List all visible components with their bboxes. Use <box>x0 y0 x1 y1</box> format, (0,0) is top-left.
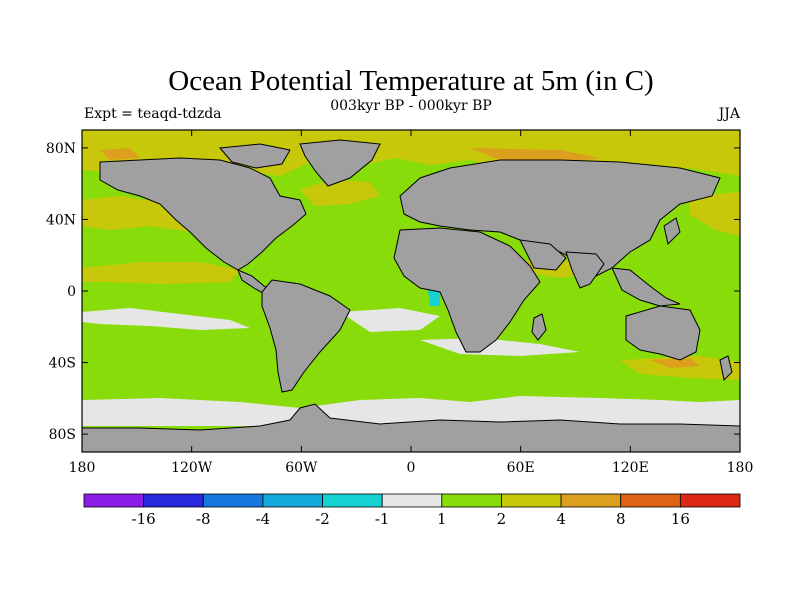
land-japan <box>663 217 681 245</box>
x-tick-label: 60E <box>507 460 535 476</box>
x-tick-label: 60W <box>285 460 318 476</box>
colorbar-swatch <box>620 493 681 508</box>
neutral-band-south-ocean-mid <box>420 338 580 356</box>
colorbar-label: -16 <box>132 510 156 528</box>
land-madagascar <box>531 313 547 341</box>
land-antarctica <box>82 403 740 452</box>
colorbar-swatch <box>679 493 741 508</box>
neutral-band-tropical-pacific <box>82 308 250 330</box>
colorbar-swatch <box>560 493 622 508</box>
warm-anomaly-arctic-hot-2 <box>100 148 140 160</box>
colorbar-swatch <box>262 493 323 508</box>
land-eurasia <box>399 159 721 277</box>
warm-anomaly-tropical-pacific <box>82 262 240 284</box>
warm-anomaly-north-pacific-east <box>690 192 740 236</box>
colorbar: -16 -8 -4 -2 -1 1 2 4 8 16 <box>83 493 741 528</box>
y-tick-label: 0 <box>67 284 76 300</box>
warm-anomaly-south-tasman <box>650 358 700 368</box>
land-greenland <box>299 139 381 187</box>
x-tick-label: 180 <box>727 460 754 476</box>
colorbar-swatch <box>83 493 145 508</box>
colorbar-label: 8 <box>616 510 626 528</box>
colorbar-label: -4 <box>256 510 271 528</box>
colorbar-swatch <box>501 493 562 508</box>
land-australia <box>625 305 701 361</box>
colorbar-label: -1 <box>375 510 390 528</box>
colorbar-swatch <box>143 493 204 508</box>
colorbar-swatch <box>441 493 502 508</box>
colorbar-swatch <box>322 493 383 508</box>
colorbar-label: 1 <box>437 510 447 528</box>
x-tick-label: 120E <box>612 460 649 476</box>
y-tick-label: 80N <box>46 141 76 157</box>
experiment-label: Expt = teaqd-tdzda <box>84 106 222 122</box>
y-tick-label: 40N <box>46 212 76 228</box>
map-field <box>82 130 740 452</box>
y-tick-label: 40S <box>49 356 76 372</box>
land-arabia <box>519 239 567 271</box>
land-north-america <box>99 157 307 271</box>
x-tick-label: 0 <box>407 460 416 476</box>
land-india <box>565 251 605 289</box>
colorbar-label: 4 <box>556 510 566 528</box>
colorbar-label: 16 <box>671 510 690 528</box>
x-tick-label: 180 <box>69 460 96 476</box>
warm-anomaly-south-pacific <box>620 356 740 380</box>
season-label: JJA <box>717 106 741 122</box>
map-subtitle-center: 003kyr BP - 000kyr BP <box>330 98 492 114</box>
y-axis: 80N 40N 0 40S 80S <box>46 141 740 443</box>
land-africa <box>393 227 541 353</box>
warm-anomaly-north-atlantic <box>300 180 380 206</box>
land-south-america <box>261 279 351 393</box>
land-canadian-arctic <box>218 143 291 169</box>
land-southeast-asia <box>611 267 681 307</box>
neutral-band-south-atlantic <box>340 308 440 332</box>
x-tick-label: 120W <box>171 460 213 476</box>
map-title: Ocean Potential Temperature at 5m (in C) <box>168 65 653 97</box>
land-new-zealand <box>719 355 733 382</box>
neutral-band-antarctic <box>82 396 740 426</box>
colorbar-swatch <box>202 493 264 508</box>
neutral-patch-gulf-guinea <box>428 288 440 306</box>
colorbar-label: 2 <box>497 510 507 528</box>
colorbar-label: -2 <box>315 510 330 528</box>
x-axis: 180 120W 60W 0 60E 120E 180 <box>69 130 754 476</box>
colorbar-swatch <box>381 493 443 508</box>
y-tick-label: 80S <box>49 427 76 443</box>
colorbar-label: -8 <box>196 510 211 528</box>
